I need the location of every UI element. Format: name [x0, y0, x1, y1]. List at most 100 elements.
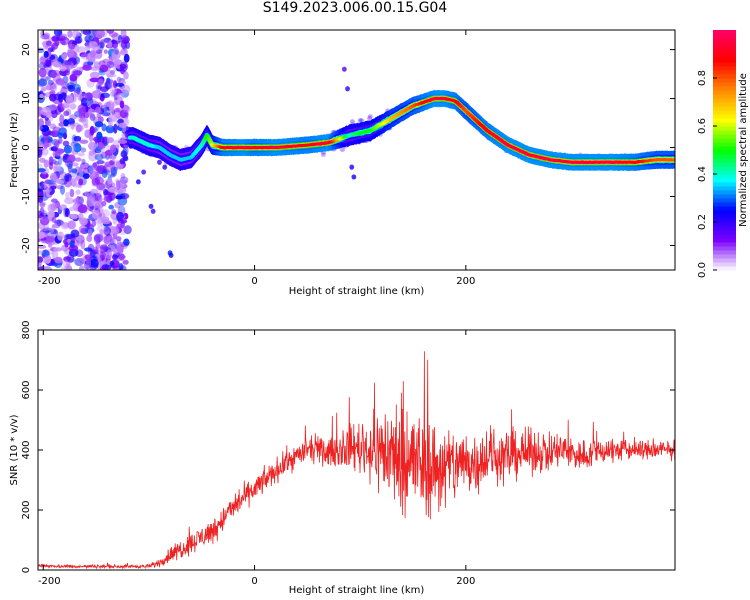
- noise-blob: [110, 169, 117, 177]
- noise-blob: [70, 213, 78, 220]
- noise-blob: [109, 144, 117, 154]
- noise-blob: [69, 206, 75, 212]
- noise-blob: [38, 140, 44, 150]
- noise-blob: [108, 186, 117, 193]
- noise-blob: [45, 235, 55, 243]
- noise-blob: [64, 207, 70, 218]
- noise-blob: [122, 225, 130, 232]
- noise-blob: [61, 39, 66, 45]
- noise-blob: [80, 239, 86, 250]
- tail-blob: [157, 159, 162, 165]
- noise-blob: [109, 104, 115, 112]
- halo-blob: [349, 119, 355, 124]
- noise-blob: [84, 254, 93, 261]
- noise-blob: [114, 112, 120, 117]
- noise-blob: [112, 39, 119, 49]
- noise-blob: [80, 147, 87, 153]
- noise-blob: [91, 210, 100, 220]
- noise-blob: [50, 185, 57, 190]
- noise-blob: [38, 182, 45, 193]
- noise-blob: [85, 257, 92, 268]
- noise-blob: [69, 176, 79, 185]
- noise-blob: [101, 112, 111, 117]
- noise-blob: [119, 109, 128, 119]
- noise-blob: [119, 48, 128, 56]
- noise-blob: [82, 173, 90, 179]
- noise-blob: [114, 144, 120, 149]
- noise-blob: [72, 70, 83, 76]
- noise-blob: [57, 231, 64, 241]
- noise-blob: [112, 167, 119, 172]
- noise-blob: [110, 87, 118, 95]
- noise-blob: [60, 265, 71, 270]
- noise-blob: [53, 140, 60, 148]
- noise-blob: [56, 179, 65, 185]
- noise-blob: [62, 101, 69, 109]
- noise-blob: [96, 131, 103, 141]
- noise-blob: [67, 43, 77, 50]
- noise-blob: [66, 160, 73, 170]
- noise-blob: [60, 221, 70, 230]
- noise-blob: [89, 77, 100, 83]
- noise-blob: [117, 205, 126, 216]
- noise-blob: [81, 158, 86, 165]
- noise-blob: [59, 185, 66, 195]
- noise-blob: [67, 118, 76, 125]
- heatmap-layer: [38, 30, 675, 270]
- noise-blob: [75, 189, 81, 195]
- noise-blob: [117, 218, 128, 224]
- noise-blob: [123, 71, 129, 80]
- tail-blob: [349, 164, 355, 170]
- noise-blob: [93, 234, 101, 244]
- noise-blob: [95, 30, 106, 38]
- noise-blob: [54, 256, 63, 264]
- noise-blob: [58, 136, 63, 145]
- noise-blob: [103, 235, 110, 245]
- noise-blob: [39, 202, 46, 208]
- figure-title: S149.2023.006.00.15.G04: [262, 0, 448, 16]
- noise-blob: [65, 174, 72, 181]
- noise-blob: [89, 113, 96, 121]
- noise-blob: [78, 213, 84, 220]
- noise-blob: [99, 229, 104, 235]
- noise-blob: [59, 114, 65, 124]
- noise-blob: [95, 106, 101, 114]
- noise-blob: [94, 176, 104, 185]
- noise-blob: [47, 179, 57, 186]
- noise-blob: [125, 41, 131, 49]
- noise-blob: [106, 61, 115, 69]
- noise-blob: [115, 82, 125, 87]
- noise-blob: [123, 212, 129, 220]
- noise-blob: [50, 70, 57, 79]
- noise-blob: [82, 30, 92, 36]
- noise-blob: [101, 38, 109, 45]
- noise-blob: [63, 145, 73, 154]
- noise-blob: [56, 171, 67, 179]
- noise-blob: [94, 121, 104, 128]
- noise-blob: [48, 156, 54, 166]
- noise-blob: [70, 144, 76, 154]
- noise-blob: [63, 110, 70, 117]
- noise-blob: [84, 44, 91, 52]
- noise-blob: [51, 223, 61, 229]
- noise-blob: [93, 248, 100, 255]
- noise-blob: [119, 63, 127, 70]
- noise-blob: [45, 44, 54, 52]
- tail-blob: [351, 174, 357, 180]
- noise-blob: [82, 167, 90, 176]
- noise-blob: [103, 226, 112, 236]
- noise-blob: [115, 195, 123, 200]
- noise-blob: [120, 39, 127, 50]
- noise-blob: [66, 49, 75, 58]
- noise-blob: [44, 116, 49, 121]
- noise-blob: [62, 140, 70, 147]
- noise-blob: [45, 58, 52, 67]
- noise-blob: [38, 47, 45, 54]
- noise-blob: [80, 30, 91, 35]
- noise-blob: [89, 125, 95, 136]
- noise-blob: [59, 33, 68, 39]
- noise-blob: [75, 234, 85, 245]
- noise-blob: [115, 236, 122, 242]
- noise-blob: [45, 68, 50, 76]
- noise-blob: [88, 152, 98, 162]
